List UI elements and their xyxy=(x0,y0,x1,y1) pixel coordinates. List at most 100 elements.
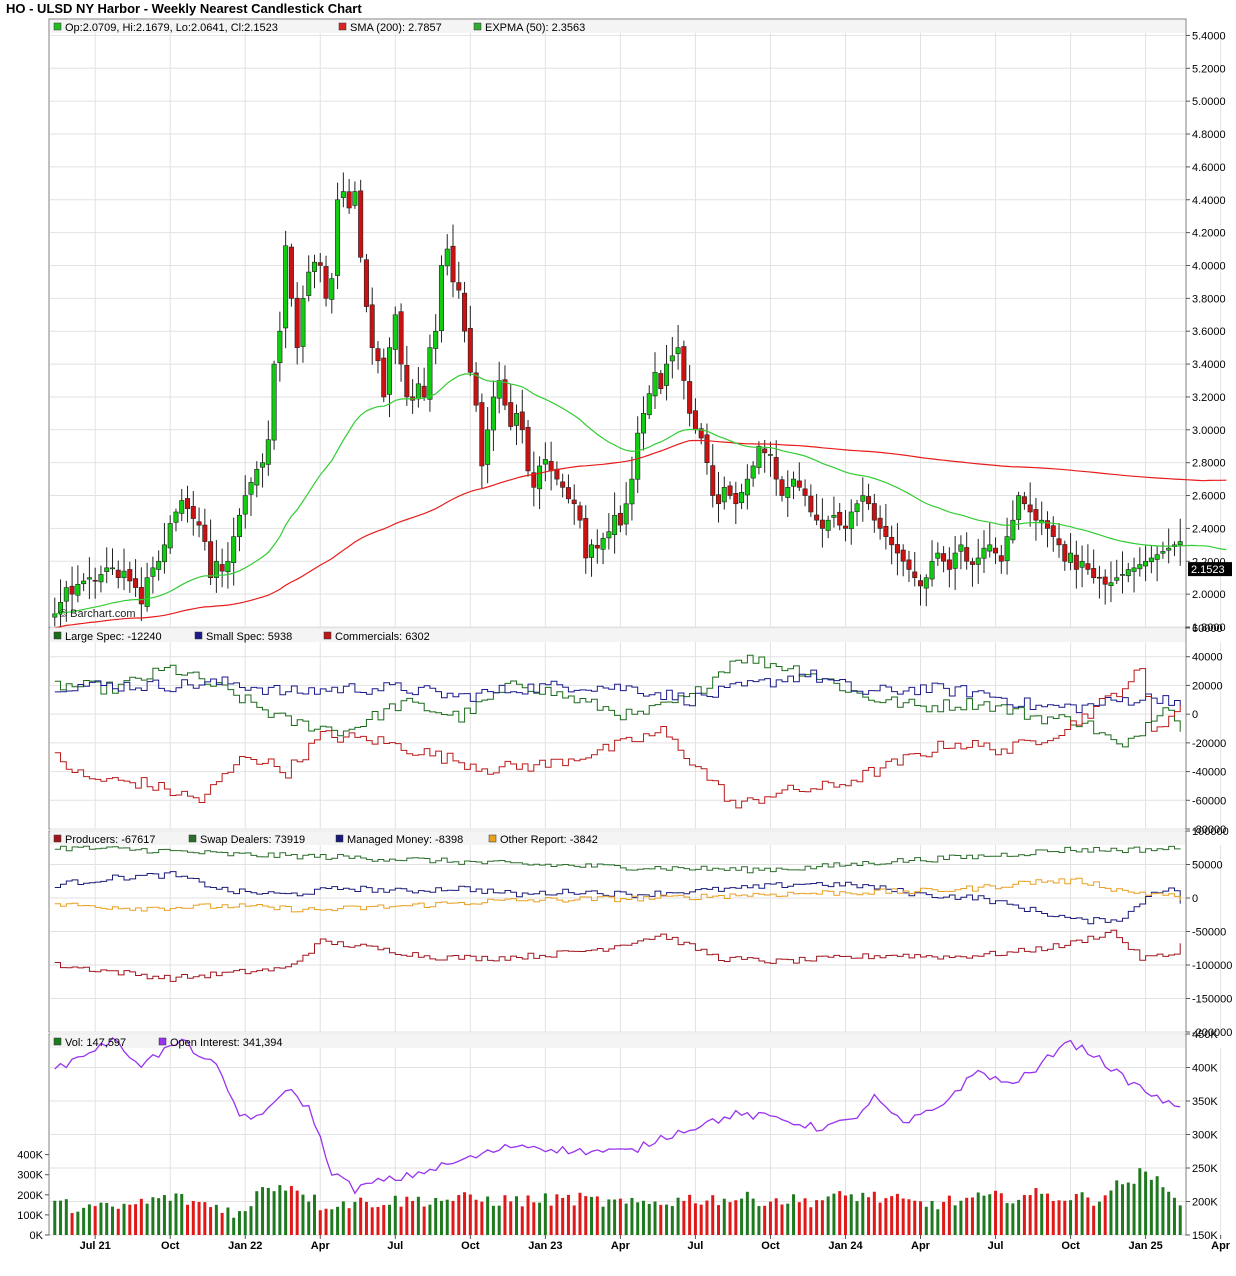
x-tick-label: Jul xyxy=(988,1240,1004,1252)
series-line-small-spec xyxy=(54,669,1181,714)
candle-body xyxy=(1125,569,1131,577)
volume-bar xyxy=(613,1199,617,1235)
candle-body xyxy=(381,357,387,398)
volume-bar xyxy=(895,1193,899,1235)
candle-body xyxy=(652,371,658,397)
volume-bar xyxy=(416,1196,420,1235)
candle-body xyxy=(427,347,433,400)
volume-bar xyxy=(999,1193,1003,1235)
candle-body xyxy=(490,396,496,431)
candle-body xyxy=(571,499,577,505)
candle-body xyxy=(167,523,173,549)
volume-bar xyxy=(157,1198,161,1235)
y-tick-label: 200K xyxy=(17,1190,43,1202)
candle-body xyxy=(727,485,733,496)
volume-bar xyxy=(220,1212,224,1235)
candle-body xyxy=(450,245,456,283)
last-price-box xyxy=(1188,562,1232,577)
y-tick-label: -50000 xyxy=(1192,927,1226,939)
volume-bar xyxy=(901,1198,905,1235)
volume-bar xyxy=(370,1207,374,1235)
volume-bar xyxy=(1126,1182,1130,1235)
y-tick-label: -40000 xyxy=(1192,767,1226,779)
volume-bar xyxy=(994,1190,998,1235)
candle-body xyxy=(589,544,595,558)
volume-bar xyxy=(543,1193,547,1235)
volume-bar xyxy=(364,1201,368,1235)
cot-legacy-panel-legend-bar xyxy=(50,629,1185,642)
y-tick-label: 150K xyxy=(1192,1230,1218,1242)
volume-bar xyxy=(965,1197,969,1235)
candle-body xyxy=(531,472,537,488)
legend-swatch xyxy=(323,631,332,640)
volume-bar xyxy=(1005,1203,1009,1235)
volume-bar xyxy=(330,1209,334,1235)
candle-body xyxy=(369,304,375,348)
legend-swatch xyxy=(488,834,497,843)
candle-body xyxy=(1044,520,1050,529)
candle-body xyxy=(565,487,571,500)
y-tick-label: 400K xyxy=(1192,1063,1218,1075)
candle-body xyxy=(831,514,837,518)
volume-bar xyxy=(890,1196,894,1235)
legend-entry: Small Spec: 5938 xyxy=(206,631,292,643)
volume-bar xyxy=(717,1205,721,1235)
candle-body xyxy=(92,579,98,582)
candle-body xyxy=(1050,525,1056,537)
volume-bar xyxy=(1121,1184,1125,1235)
volume-bar xyxy=(641,1200,645,1235)
candle-body xyxy=(658,373,664,390)
candle-body xyxy=(1021,496,1027,505)
volume-bar xyxy=(110,1206,114,1235)
volume-bar xyxy=(693,1203,697,1235)
candle-body xyxy=(762,448,768,454)
candle-body xyxy=(537,465,543,490)
candle-body xyxy=(519,411,525,431)
volume-bar xyxy=(907,1199,911,1235)
volume-bar xyxy=(59,1200,63,1235)
candle-body xyxy=(433,330,439,349)
legend-entry: Op:2.0709, Hi:2.1679, Lo:2.0641, Cl:2.15… xyxy=(65,22,278,34)
volume-bar xyxy=(295,1190,299,1235)
candle-body xyxy=(358,190,364,258)
x-tick-label: Oct xyxy=(461,1240,480,1252)
candle-body xyxy=(404,365,410,398)
candle-body xyxy=(260,462,266,468)
volume-bar xyxy=(601,1206,605,1235)
candle-body xyxy=(912,571,918,579)
volume-bar xyxy=(359,1197,363,1235)
candle-body xyxy=(173,511,179,523)
legend-entry: Swap Dealers: 73919 xyxy=(200,834,305,846)
candle-body xyxy=(900,549,906,562)
last-price-label: 2.1523 xyxy=(1191,564,1225,576)
y-tick-label: 4.2000 xyxy=(1192,228,1226,240)
volume-bar xyxy=(780,1204,784,1235)
candle-body xyxy=(1085,563,1091,570)
y-tick-label: 5.0000 xyxy=(1192,96,1226,108)
volume-bar xyxy=(341,1201,345,1235)
volume-bar xyxy=(336,1206,340,1235)
volume-bar xyxy=(53,1200,57,1235)
x-tick-label: Oct xyxy=(761,1240,780,1252)
y-tick-label: 40000 xyxy=(1192,652,1223,664)
volume-panel-legend-bar xyxy=(50,1035,1185,1048)
candle-body xyxy=(981,547,987,559)
x-tick-label: Oct xyxy=(161,1240,180,1252)
volume-bar xyxy=(266,1187,270,1235)
volume-bar xyxy=(919,1201,923,1235)
candle-body xyxy=(150,567,156,577)
sma-200-line xyxy=(54,439,1227,629)
x-tick-label: Apr xyxy=(311,1240,331,1252)
volume-bar xyxy=(849,1194,853,1235)
candle-body xyxy=(271,363,277,441)
legend-swatch xyxy=(194,631,203,640)
candle-body xyxy=(208,541,214,579)
candle-body xyxy=(525,426,531,472)
candle-body xyxy=(294,297,300,348)
y-tick-label: 60000 xyxy=(1192,623,1223,635)
y-tick-label: 100K xyxy=(17,1210,43,1222)
volume-bar xyxy=(578,1192,582,1235)
y-tick-label: 4.6000 xyxy=(1192,162,1226,174)
volume-bar xyxy=(913,1200,917,1235)
